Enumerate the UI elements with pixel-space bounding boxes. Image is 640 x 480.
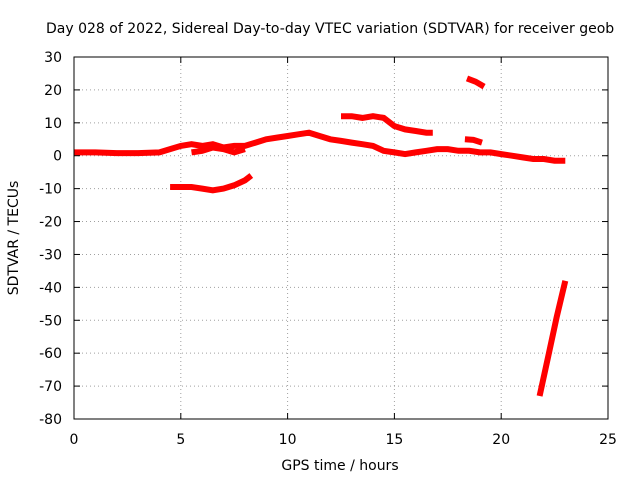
y-tick-label: -30 — [39, 247, 62, 263]
x-tick-label: 10 — [279, 432, 297, 448]
x-axis-label: GPS time / hours — [281, 458, 398, 474]
series-trace-2 — [191, 144, 246, 156]
grid-lines — [74, 57, 608, 419]
y-tick-label: -10 — [39, 182, 62, 198]
y-tick-label: -40 — [39, 280, 62, 296]
x-tick-labels: 0 5 10 15 20 25 — [70, 432, 617, 448]
x-tick-label: 15 — [385, 432, 403, 448]
axis-ticks — [73, 56, 609, 420]
series-trace-5 — [465, 75, 486, 90]
y-axis-label: SDTVAR / TECUs — [6, 181, 22, 296]
y-tick-label: -50 — [39, 313, 62, 329]
y-tick-label: -20 — [39, 215, 62, 231]
plot-frame — [73, 56, 609, 420]
data-traces — [74, 75, 569, 397]
y-tick-label: -60 — [39, 346, 62, 362]
y-tick-label: 20 — [44, 83, 62, 99]
y-tick-label: -80 — [39, 412, 62, 428]
series-trace-4 — [341, 113, 433, 136]
series-trace-6 — [464, 136, 483, 146]
y-tick-label: 30 — [44, 50, 62, 66]
y-tick-label: -70 — [39, 379, 62, 395]
x-tick-label: 0 — [70, 432, 79, 448]
series-trace-3 — [170, 173, 254, 194]
x-tick-label: 5 — [176, 432, 185, 448]
x-tick-label: 25 — [599, 432, 617, 448]
series-trace-7 — [536, 280, 569, 397]
series-trace-1 — [74, 129, 566, 164]
y-tick-label: 0 — [53, 149, 62, 165]
chart-title: Day 028 of 2022, Sidereal Day-to-day VTE… — [46, 21, 614, 37]
y-tick-labels: 30 20 10 0 -10 -20 -30 -40 -50 -60 -70 -80 — [39, 50, 62, 428]
x-tick-label: 20 — [492, 432, 510, 448]
y-tick-label: 10 — [44, 116, 62, 132]
